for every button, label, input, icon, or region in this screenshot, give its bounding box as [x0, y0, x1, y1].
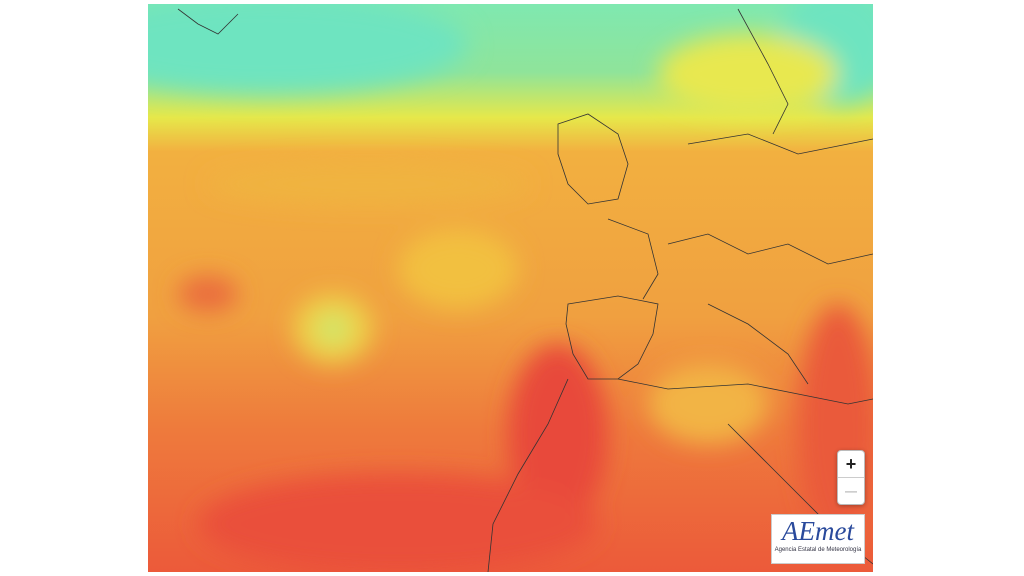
logo[interactable]: AEmet Agencia Estatal de Meteorología [771, 514, 865, 564]
zoom-in[interactable]: + [845, 454, 857, 474]
field-blobs [148, 4, 873, 572]
logo-name: AEmet [782, 516, 854, 546]
logo-agency: Agencia Estatal de Meteorología [774, 547, 862, 553]
weather-map[interactable]: + — AEmet Agencia Estatal de Meteorologí… [148, 4, 873, 572]
zoom-out[interactable]: — [838, 477, 864, 504]
map-layer [148, 4, 873, 572]
coastlines [177, 8, 873, 572]
zoom-control: + — [837, 450, 865, 505]
